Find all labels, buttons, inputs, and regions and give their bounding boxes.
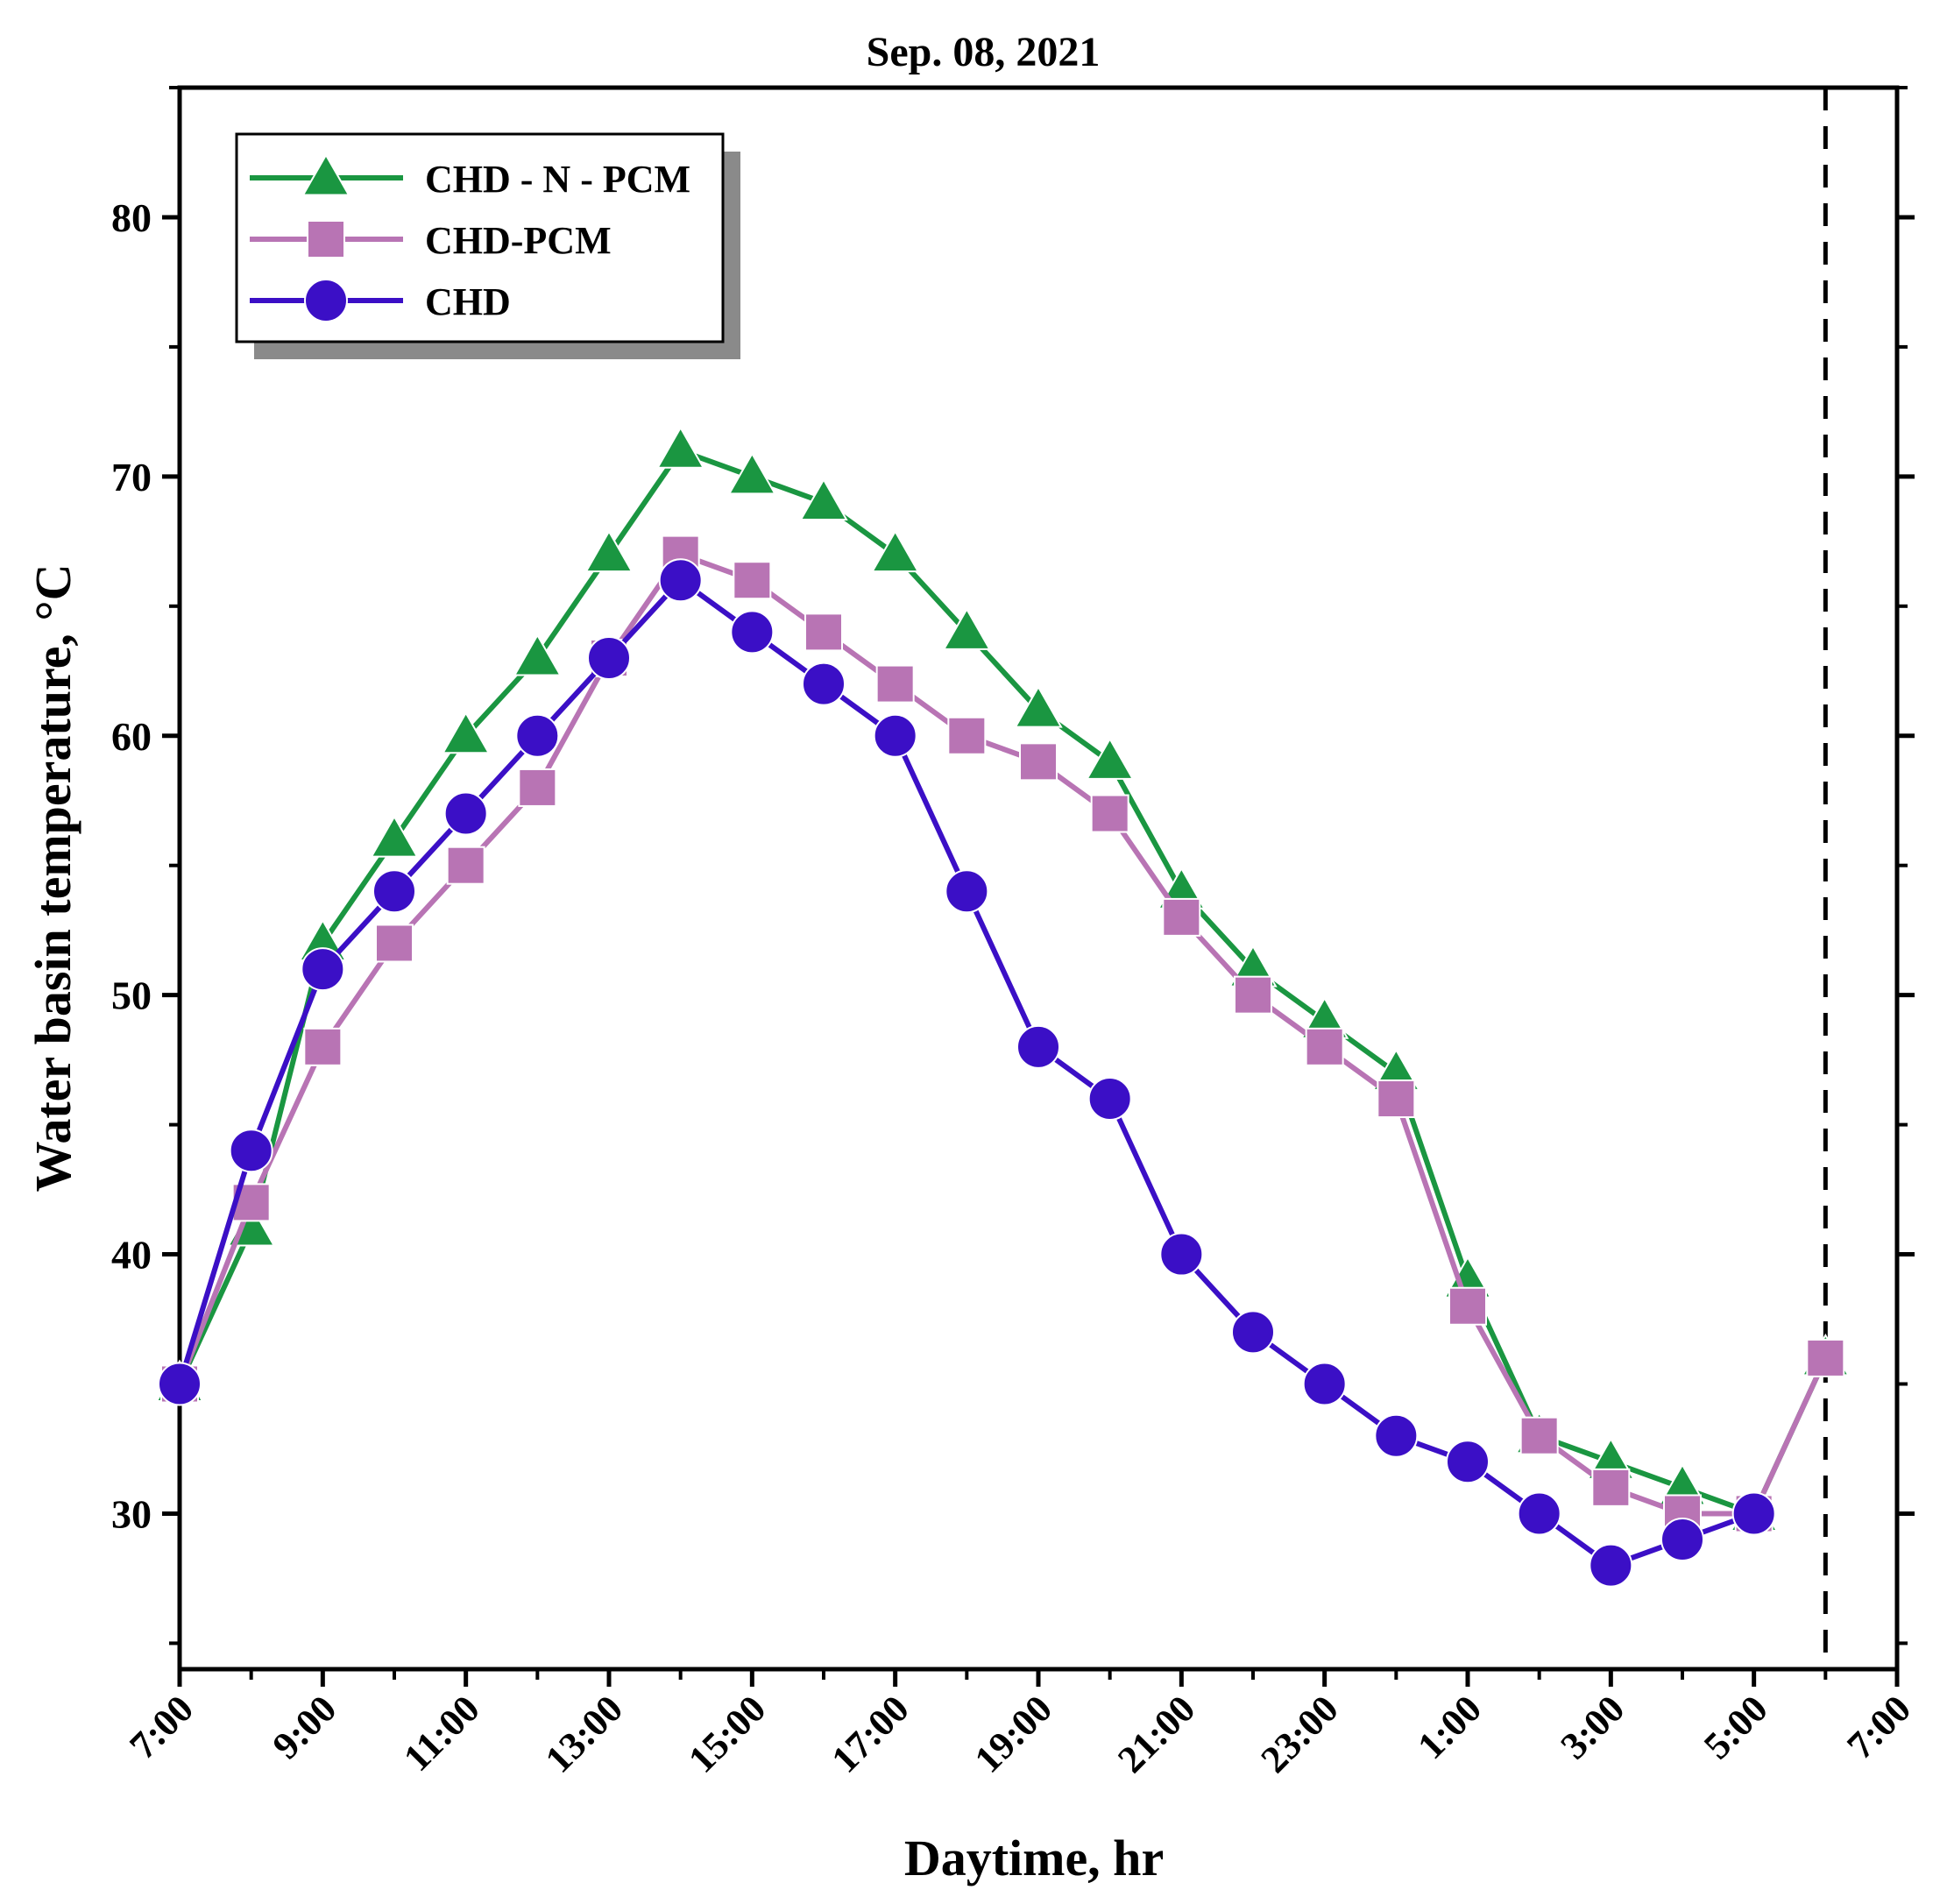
data-point <box>372 869 416 914</box>
data-point <box>1016 1024 1060 1069</box>
data-point <box>655 426 705 469</box>
y-tick-label: 40 <box>111 1233 152 1278</box>
data-point <box>301 947 345 992</box>
x-tick-label: 11:00 <box>395 1687 488 1780</box>
data-point <box>375 924 414 963</box>
data-point <box>802 662 846 706</box>
data-point <box>370 815 419 858</box>
x-tick-label: 17:00 <box>824 1687 917 1780</box>
legend-item: CHD-PCM <box>250 219 612 262</box>
data-point <box>518 768 557 807</box>
data-point <box>658 558 703 603</box>
legend-marker <box>304 279 348 322</box>
y-tick-label: 50 <box>111 973 152 1018</box>
data-point <box>1731 1491 1776 1536</box>
x-tick-label: 3:00 <box>1553 1687 1633 1767</box>
data-point <box>727 451 777 495</box>
data-point <box>942 607 992 650</box>
data-point <box>158 1362 202 1406</box>
data-point <box>1014 685 1063 728</box>
x-tick-label: 19:00 <box>966 1687 1060 1780</box>
series-2 <box>158 558 1776 1588</box>
data-point <box>730 610 775 655</box>
y-tick-label: 60 <box>111 714 152 759</box>
data-point <box>1090 794 1129 833</box>
data-point <box>804 612 843 652</box>
data-point <box>513 633 563 676</box>
data-point <box>947 716 987 755</box>
legend-label: CHD-PCM <box>425 219 612 262</box>
data-point <box>1159 1232 1204 1277</box>
x-axis-label: Daytime, hr <box>904 1830 1164 1886</box>
data-point <box>945 869 989 914</box>
x-tick-label: 9:00 <box>265 1687 345 1767</box>
series-1 <box>160 534 1845 1533</box>
data-point <box>229 1129 273 1173</box>
data-point <box>1085 737 1135 780</box>
data-point <box>733 561 772 600</box>
data-point <box>875 664 915 704</box>
data-point <box>587 635 631 680</box>
data-point <box>1519 1416 1559 1455</box>
x-tick-label: 21:00 <box>1109 1687 1203 1780</box>
data-point <box>1231 1310 1275 1355</box>
data-point <box>1806 1338 1845 1377</box>
chart-title: Sep. 08, 2021 <box>867 29 1101 75</box>
data-point <box>1448 1286 1487 1326</box>
legend-marker <box>301 152 350 196</box>
data-point <box>1660 1518 1704 1562</box>
data-point <box>515 713 560 758</box>
data-point <box>873 713 917 758</box>
data-point <box>1305 1027 1344 1066</box>
data-point <box>1589 1543 1633 1588</box>
y-axis-label: Water basin temperature, °C <box>25 564 81 1193</box>
data-point <box>1302 1362 1347 1406</box>
data-point <box>1517 1491 1561 1536</box>
legend: CHD - N - PCM CHD-PCM CHD <box>235 132 740 359</box>
data-point <box>1019 742 1058 782</box>
legend-label: CHD <box>425 280 511 323</box>
data-point <box>1446 1440 1490 1484</box>
data-point <box>446 846 485 885</box>
series-0 <box>155 426 1851 1532</box>
y-tick-label: 70 <box>111 455 152 499</box>
data-point <box>870 529 920 573</box>
data-point <box>1234 975 1272 1015</box>
legend-label: CHD - N - PCM <box>425 158 690 201</box>
data-point <box>584 529 634 573</box>
legend-item: CHD - N - PCM <box>250 152 690 201</box>
data-point <box>1377 1079 1416 1119</box>
x-tick-label: 13:00 <box>537 1687 631 1780</box>
x-tick-label: 23:00 <box>1253 1687 1347 1780</box>
legend-item: CHD <box>250 279 511 323</box>
data-point <box>303 1027 343 1066</box>
data-point <box>1591 1468 1631 1507</box>
x-tick-label: 5:00 <box>1696 1687 1776 1767</box>
x-tick-label: 7:00 <box>121 1687 202 1767</box>
y-tick-label: 30 <box>111 1491 152 1536</box>
y-tick-label: 80 <box>111 195 152 240</box>
series-line <box>177 551 1829 1517</box>
data-point <box>1087 1077 1132 1122</box>
x-tick-label: 15:00 <box>680 1687 774 1780</box>
data-point <box>1162 897 1201 937</box>
series-layer <box>155 426 1851 1588</box>
x-tick-label: 1:00 <box>1409 1687 1490 1767</box>
data-point <box>799 478 848 520</box>
data-point <box>441 711 491 754</box>
legend-marker <box>307 220 345 258</box>
data-point <box>1374 1413 1419 1458</box>
data-point <box>443 791 488 836</box>
x-tick-label: 7:00 <box>1838 1687 1919 1767</box>
series-line <box>177 448 1829 1517</box>
